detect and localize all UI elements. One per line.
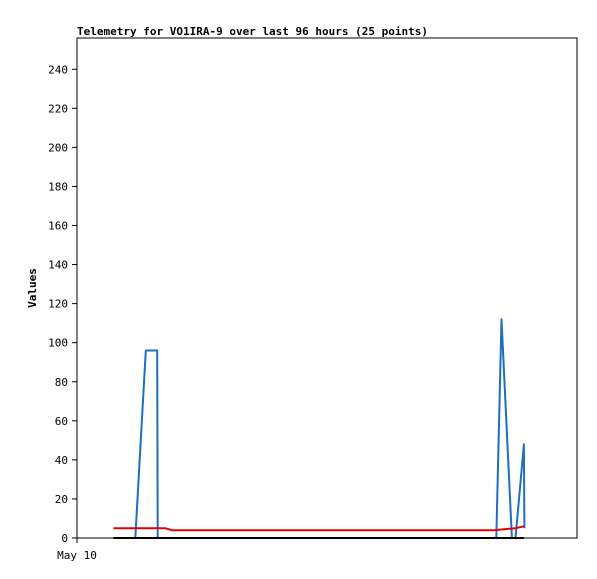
plot-frame xyxy=(76,37,578,539)
y-tick-label: 120 xyxy=(48,298,68,311)
chart-title: Telemetry for VO1IRA-9 over last 96 hour… xyxy=(77,25,428,38)
y-tick-label: 180 xyxy=(48,180,68,193)
y-tick-label: 0 xyxy=(61,532,68,545)
y-tick-label: 80 xyxy=(55,376,68,389)
y-tick-label: 20 xyxy=(55,493,68,506)
x-tick-label: May 10 xyxy=(57,549,97,562)
y-tick-label: 60 xyxy=(55,415,68,428)
y-tick-label: 140 xyxy=(48,259,68,272)
x-axis: May 10 xyxy=(57,538,97,562)
series-line-1 xyxy=(134,318,526,539)
y-tick-label: 220 xyxy=(48,102,68,115)
y-tick-label: 200 xyxy=(48,141,68,154)
y-tick-label: 160 xyxy=(48,220,68,233)
series-layer xyxy=(113,318,526,539)
series-line-2 xyxy=(113,525,525,532)
y-tick-label: 40 xyxy=(55,454,68,467)
y-axis-label: Values xyxy=(26,268,39,308)
y-axis: 0 20 40 60 80 100 120 140 160 180 200 220 240 xyxy=(48,63,77,545)
y-tick-label: 240 xyxy=(48,63,68,76)
y-tick-label: 100 xyxy=(48,337,68,350)
